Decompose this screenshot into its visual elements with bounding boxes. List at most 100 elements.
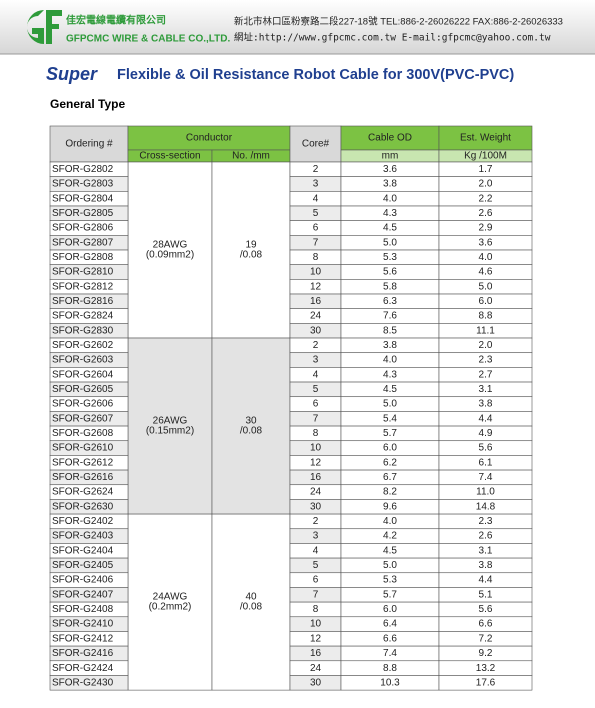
weight: 2.7 (479, 369, 493, 380)
logo (27, 10, 62, 44)
ordering-number: SFOR-G2824 (52, 311, 114, 322)
table: Ordering # Conductor Cross-section No. /mm C… (49, 125, 533, 691)
core-count: 12 (310, 281, 322, 292)
ordering-number: SFOR-G2608 (52, 428, 114, 439)
weight: 11.0 (476, 487, 495, 498)
weight: 9.2 (479, 648, 493, 659)
ordering-number: SFOR-G2812 (52, 281, 114, 292)
table-cell (127, 161, 213, 339)
cable-od: 7.4 (383, 648, 397, 659)
weight: 2.6 (479, 208, 493, 219)
cross-section: (0.09mm2) (146, 250, 194, 261)
company-cn: 佳宏電線電纜有限公司 (66, 14, 166, 27)
ordering-number: SFOR-G2805 (52, 208, 114, 219)
cross-section: 24AWG (153, 592, 188, 603)
weight: 7.2 (479, 633, 493, 644)
core-count: 3 (313, 355, 319, 366)
cable-od: 6.0 (383, 604, 397, 615)
core-count: 30 (310, 325, 322, 336)
ordering-number: SFOR-G2630 (52, 501, 114, 512)
ordering-number: SFOR-G2412 (52, 633, 114, 644)
ordering-number: SFOR-G2406 (52, 575, 114, 586)
core-count: 7 (313, 589, 319, 600)
header-cell: Cable OD (368, 133, 412, 144)
ordering-number: SFOR-G2607 (52, 413, 114, 424)
weight: 5.6 (479, 443, 493, 454)
header-cell: No. /mm (232, 151, 270, 162)
table-cell (49, 125, 129, 163)
weight: 6.1 (479, 457, 493, 468)
cable-od: 5.6 (383, 267, 397, 278)
table-cell (438, 675, 533, 691)
cable-od: 6.6 (383, 633, 397, 644)
table-cell (49, 675, 129, 691)
core-count: 4 (313, 193, 319, 204)
weight: 14.8 (476, 501, 496, 512)
header-cell: mm (382, 151, 399, 162)
ordering-number: SFOR-G2606 (52, 399, 114, 410)
weight: 5.1 (479, 589, 493, 600)
weight: 6.6 (479, 619, 493, 630)
ordering-number: SFOR-G2402 (52, 516, 114, 527)
cable-od: 6.0 (383, 443, 397, 454)
weight: 5.0 (479, 281, 493, 292)
cable-od: 5.0 (383, 560, 397, 571)
weight: 3.6 (479, 237, 493, 248)
weight: 4.0 (479, 252, 493, 263)
header-cell: Cross-section (139, 151, 200, 162)
weight: 6.0 (479, 296, 493, 307)
ordering-number: SFOR-G2408 (52, 604, 114, 615)
ordering-number: SFOR-G2405 (52, 560, 114, 571)
cable-od: 5.7 (383, 589, 397, 600)
cable-od: 4.0 (383, 355, 397, 366)
table-cell (289, 125, 342, 163)
core-count: 5 (313, 208, 319, 219)
subtitle: General Type (50, 97, 125, 111)
cable-od: 5.8 (383, 281, 397, 292)
core-count: 10 (310, 619, 322, 630)
weight: 5.6 (479, 604, 493, 615)
core-count: 12 (310, 457, 322, 468)
ordering-number: SFOR-G2410 (52, 619, 114, 630)
table-cell (127, 513, 213, 691)
core-count: 16 (310, 648, 322, 659)
core-count: 2 (313, 340, 319, 351)
cable-od: 7.6 (383, 311, 397, 322)
cable-od: 8.8 (383, 663, 397, 674)
cable-od: 5.3 (383, 575, 397, 586)
cable-od: 4.2 (383, 531, 397, 542)
ordering-number: SFOR-G2808 (52, 252, 114, 263)
ordering-number: SFOR-G2404 (52, 545, 114, 556)
strand-spec: 30 (245, 416, 257, 427)
cable-od: 3.8 (383, 340, 397, 351)
weight: 4.6 (479, 267, 493, 278)
ordering-number: SFOR-G2416 (52, 648, 114, 659)
cable-od: 6.7 (383, 472, 397, 483)
core-count: 7 (313, 237, 319, 248)
strand-spec: /0.08 (240, 426, 263, 437)
weight: 3.1 (479, 545, 493, 556)
cable-od: 5.7 (383, 428, 397, 439)
strand-spec: /0.08 (240, 602, 263, 613)
ordering-number: SFOR-G2616 (52, 472, 114, 483)
core-count: 5 (313, 560, 319, 571)
ordering-number: SFOR-G2430 (52, 677, 114, 688)
cable-od: 9.6 (383, 501, 397, 512)
ordering-number: SFOR-G2807 (52, 237, 114, 248)
weight: 11.1 (476, 325, 495, 336)
cable-od: 6.3 (383, 296, 397, 307)
core-count: 4 (313, 545, 319, 556)
strand-spec: 19 (245, 240, 257, 251)
ordering-number: SFOR-G2624 (52, 487, 114, 498)
table-cell (340, 125, 440, 151)
web: 網址:http://www.gfpcmc.com.tw E-mail:gfpcm… (234, 32, 551, 44)
ordering-number: SFOR-G2804 (52, 193, 114, 204)
cable-od: 4.3 (383, 208, 397, 219)
core-count: 30 (310, 501, 322, 512)
core-count: 2 (313, 516, 319, 527)
cable-od: 5.0 (383, 399, 397, 410)
core-count: 8 (313, 252, 319, 263)
weight: 2.0 (479, 340, 493, 351)
cable-od: 4.0 (383, 516, 397, 527)
